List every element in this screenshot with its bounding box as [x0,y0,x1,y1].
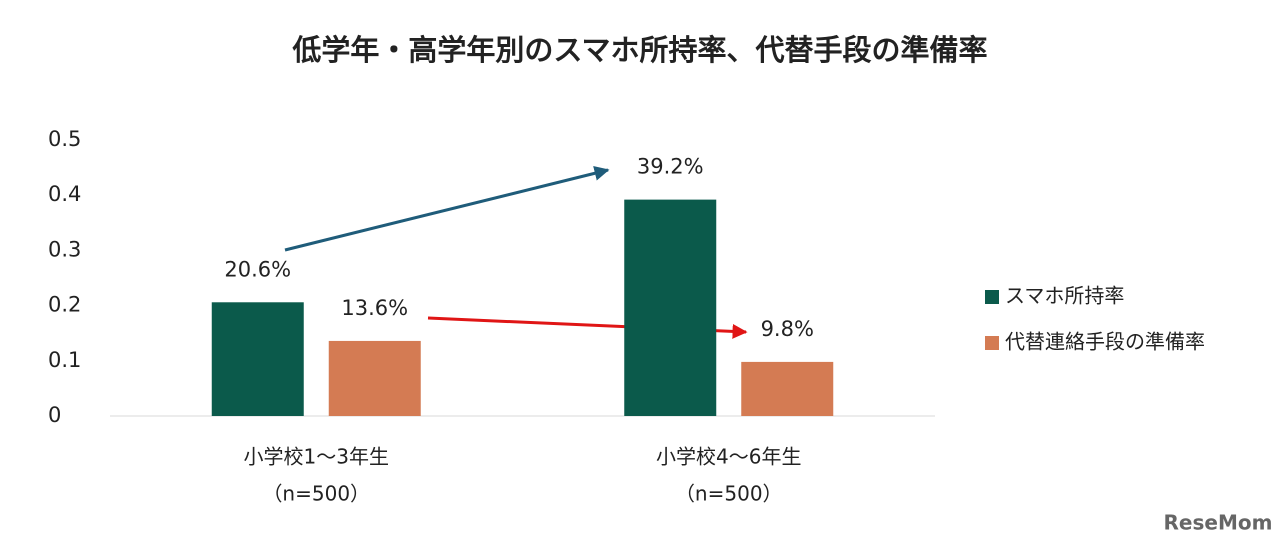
bar [328,340,421,416]
legend-swatch [985,290,999,304]
legend-label: スマホ所持率 [1005,284,1124,308]
bar [211,302,304,416]
x-tick-label: 小学校1～3年生 [244,445,389,469]
bar [741,361,834,416]
y-tick-label: 0.1 [48,348,81,372]
value-label: 9.8% [761,317,814,341]
trend-arrow [284,165,610,252]
legend-label: 代替連絡手段の準備率 [1005,330,1205,354]
value-label: 20.6% [224,257,291,281]
value-label: 39.2% [637,155,704,179]
y-tick-label: 0.4 [48,182,81,206]
y-tick-label: 0 [48,403,61,427]
legend-swatch [985,336,999,350]
y-tick-label: 0.3 [48,237,81,261]
x-tick-label: （n=500） [262,482,370,506]
x-tick-label: 小学校4～6年生 [656,445,801,469]
bar [624,199,717,416]
chart-title: 低学年・高学年別のスマホ所持率、代替手段の準備率 [291,33,987,67]
y-tick-label: 0.5 [48,127,81,151]
watermark: ReseMom [1164,511,1273,535]
x-tick-label: （n=500） [675,482,783,506]
value-label: 13.6% [341,296,408,320]
y-tick-label: 0.2 [48,293,81,317]
